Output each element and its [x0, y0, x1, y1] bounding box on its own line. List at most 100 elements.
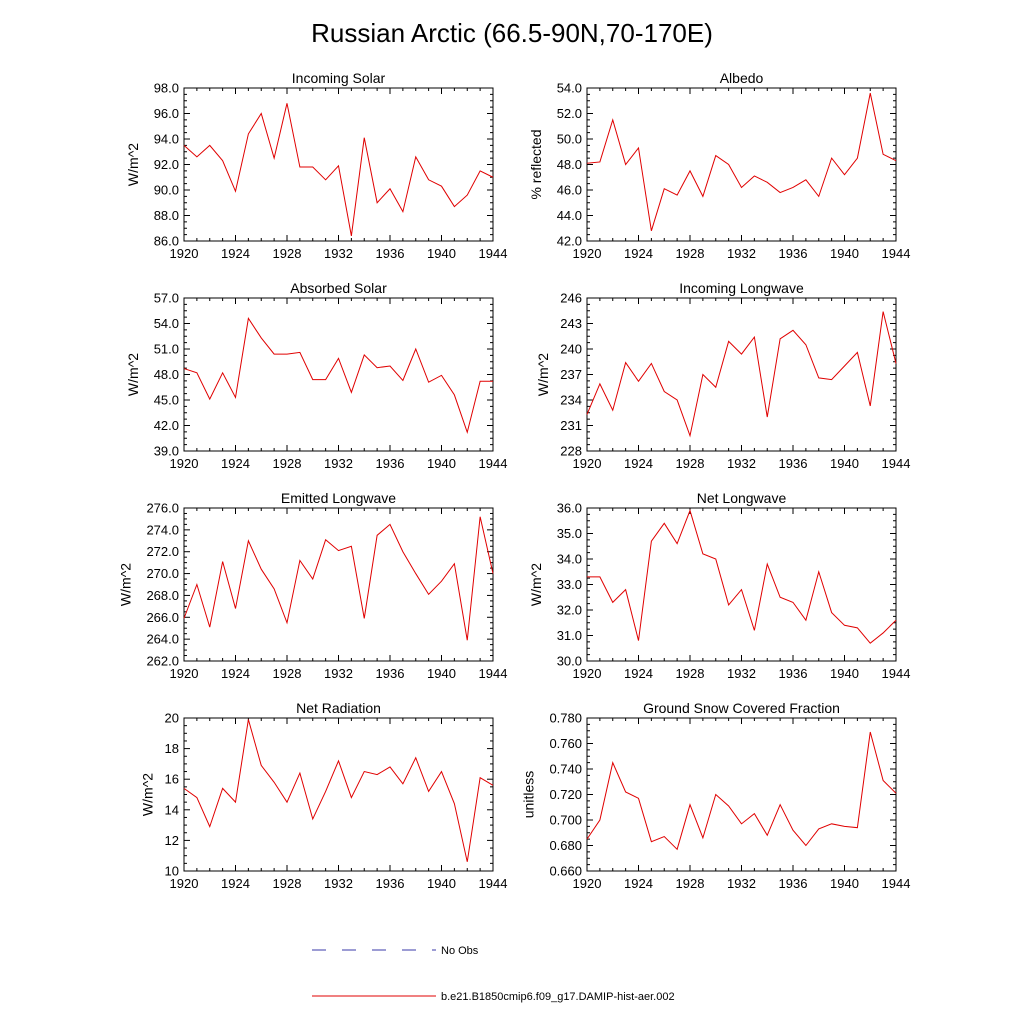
- y-tick-label: 48.0: [557, 157, 582, 172]
- x-tick-label: 1932: [727, 876, 756, 891]
- series-line: [183, 516, 494, 641]
- panel-emitted-longwave: 1920 1924 1928 1932 1936 1940 1944 262.0 264.0 26…: [118, 490, 508, 681]
- y-tick-label: 0.680: [549, 838, 582, 853]
- x-tick-label: 1928: [676, 666, 705, 681]
- x-tick-label: 1940: [830, 246, 859, 261]
- y-tick-label: 52.0: [557, 106, 582, 121]
- panel-net-longwave: 1920 1924 1928 1932 1936 1940 1944 30.0 31.0 32.0…: [528, 490, 911, 681]
- y-tick-label: 18: [165, 741, 179, 756]
- x-tick-label: 1924: [221, 246, 250, 261]
- y-tick-label: 243: [560, 316, 582, 331]
- y-tick-label: 88.0: [154, 208, 179, 223]
- panel-net-radiation: 1920 1924 1928 1932 1936 1940 1944 10 12 14 16 18 20…: [139, 700, 507, 891]
- x-tick-label: 1928: [273, 666, 302, 681]
- x-tick-label: 1932: [324, 456, 353, 471]
- x-tick-label: 1936: [376, 246, 405, 261]
- x-tick-label: 1936: [376, 456, 405, 471]
- y-tick-label: 234: [560, 393, 582, 408]
- series-line: [183, 103, 494, 236]
- panel-title: Emitted Longwave: [281, 490, 396, 506]
- series-line: [587, 509, 897, 644]
- panel-title: Net Longwave: [697, 490, 787, 506]
- panel-incoming-longwave: 1920 1924 1928 1932 1936 1940 1944 228 231 234 237…: [535, 280, 910, 471]
- x-tick-label: 1920: [573, 666, 602, 681]
- y-tick-label: 240: [560, 342, 582, 357]
- plot-frame: [183, 717, 494, 872]
- x-tick-label: 1932: [324, 876, 353, 891]
- y-axis-label: W/m^2: [528, 563, 544, 606]
- y-tick-label: 0.700: [549, 813, 582, 828]
- series-line: [183, 317, 493, 435]
- y-tick-label: 0.660: [549, 864, 582, 879]
- panel-title: Net Radiation: [296, 700, 381, 716]
- plot-frame: [586, 87, 897, 242]
- panel-title: Absorbed Solar: [290, 280, 387, 296]
- y-tick-label: 46.0: [557, 183, 582, 198]
- y-tick-label: 16: [165, 772, 179, 787]
- x-tick-label: 1932: [727, 456, 756, 471]
- plot-frame: [183, 507, 494, 662]
- x-tick-label: 1936: [376, 666, 405, 681]
- series-line: [183, 719, 494, 862]
- x-tick-label: 1932: [324, 666, 353, 681]
- y-tick-label: 39.0: [154, 444, 179, 459]
- series-line: [586, 731, 897, 851]
- x-tick-label: 1944: [479, 876, 508, 891]
- y-tick-label: 54.0: [154, 316, 179, 331]
- y-tick-label: 34.0: [557, 552, 582, 567]
- panel-title: Ground Snow Covered Fraction: [643, 700, 840, 716]
- y-tick-label: 0.740: [549, 762, 582, 777]
- x-tick-label: 1936: [376, 876, 405, 891]
- x-tick-label: 1936: [779, 456, 808, 471]
- x-tick-label: 1928: [676, 246, 705, 261]
- y-tick-label: 30.0: [557, 654, 582, 669]
- x-tick-label: 1936: [779, 666, 808, 681]
- x-tick-label: 1940: [830, 456, 859, 471]
- y-axis-label: W/m^2: [535, 353, 551, 396]
- panel-absorbed-solar: 1920 1924 1928 1932 1936 1940 1944 39.0 42.0 45.0…: [125, 280, 508, 471]
- x-tick-label: 1944: [882, 666, 911, 681]
- legend: No Obs b.e21.B1850cmip6.f09_g17.DAMIP-hi…: [312, 945, 675, 1003]
- x-tick-label: 1936: [779, 876, 808, 891]
- plot-frame: [586, 717, 897, 872]
- y-axis-label: W/m^2: [139, 773, 155, 816]
- x-tick-label: 1944: [479, 246, 508, 261]
- y-tick-label: 266.0: [146, 610, 179, 625]
- x-tick-label: 1920: [170, 246, 199, 261]
- panel-title: Incoming Longwave: [679, 280, 804, 296]
- y-tick-label: 50.0: [557, 132, 582, 147]
- y-axis-label: % reflected: [528, 129, 544, 199]
- legend-model-label: b.e21.B1850cmip6.f09_g17.DAMIP-hist-aer.…: [441, 991, 675, 1003]
- y-axis-label: unitless: [521, 771, 537, 818]
- plot-frame: [183, 297, 494, 452]
- y-tick-label: 57.0: [154, 291, 179, 306]
- y-tick-label: 237: [560, 367, 582, 382]
- x-tick-label: 1924: [624, 876, 653, 891]
- x-tick-label: 1920: [170, 876, 199, 891]
- x-tick-label: 1940: [427, 246, 456, 261]
- panel-incoming-solar: 1920 1924 1928 1932 1936 1940 1944 86.0 88.0 90.0…: [125, 70, 508, 261]
- y-tick-label: 42.0: [154, 418, 179, 433]
- y-tick-label: 33.0: [557, 577, 582, 592]
- panel-title: Albedo: [720, 70, 764, 86]
- x-tick-label: 1924: [624, 246, 653, 261]
- x-tick-label: 1940: [427, 456, 456, 471]
- x-tick-label: 1924: [221, 666, 250, 681]
- y-tick-label: 246: [560, 291, 582, 306]
- y-tick-label: 14: [165, 802, 179, 817]
- x-tick-label: 1932: [727, 666, 756, 681]
- y-tick-label: 90.0: [154, 183, 179, 198]
- y-tick-label: 270.0: [146, 566, 179, 581]
- x-tick-label: 1924: [221, 456, 250, 471]
- y-tick-label: 32.0: [557, 603, 582, 618]
- y-tick-label: 86.0: [154, 234, 179, 249]
- y-tick-label: 0.720: [549, 787, 582, 802]
- x-tick-label: 1936: [779, 246, 808, 261]
- y-tick-label: 35.0: [557, 526, 582, 541]
- y-tick-label: 20: [165, 711, 179, 726]
- y-tick-label: 45.0: [154, 393, 179, 408]
- x-tick-label: 1944: [479, 456, 508, 471]
- figure-title: Russian Arctic (66.5-90N,70-170E): [311, 18, 713, 48]
- x-tick-label: 1924: [624, 666, 653, 681]
- y-tick-label: 51.0: [154, 342, 179, 357]
